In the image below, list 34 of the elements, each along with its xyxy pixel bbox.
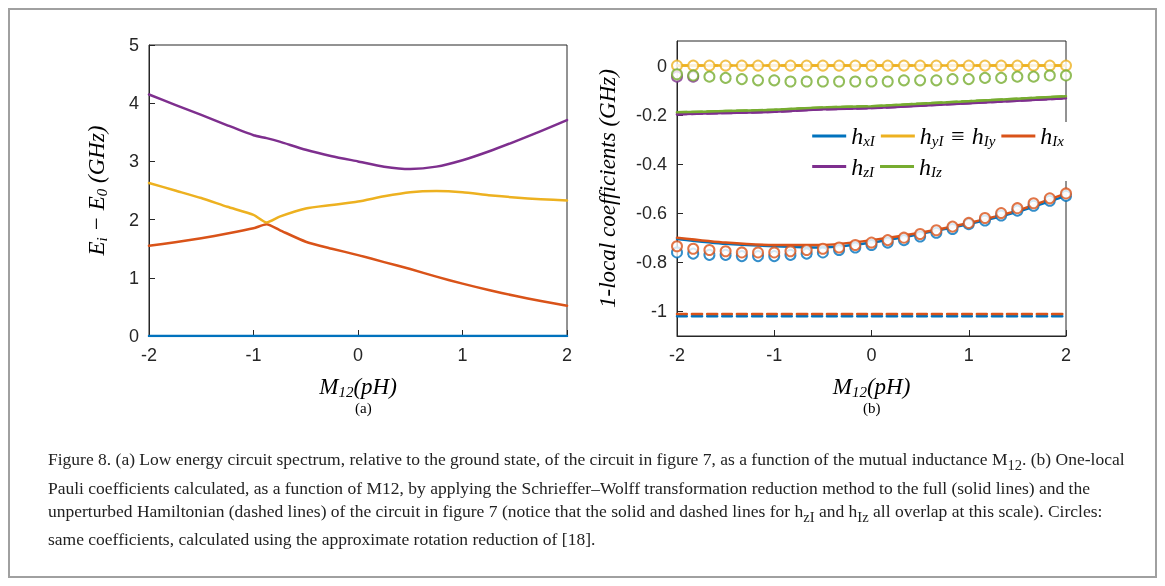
x-tick-label: -2	[668, 345, 686, 365]
y-tick-label: 0	[656, 55, 667, 76]
x-tick-label: 2	[561, 345, 573, 365]
x-tick-label: 0	[866, 345, 877, 365]
y-tick-label: 0	[128, 326, 139, 346]
legend-label: hIz	[919, 153, 943, 180]
y-tick-label: 3	[128, 151, 139, 172]
x-tick-label: -1	[766, 345, 783, 365]
x-axis-title: M12(pH)	[831, 374, 911, 400]
y-axis-title: 1-local coefficients (GHz)	[595, 69, 620, 308]
y-tick-label: -0.6	[635, 203, 667, 224]
y-tick-label: 1	[128, 267, 139, 288]
y-tick-label: 5	[128, 35, 139, 55]
y-tick-label: 4	[128, 93, 139, 114]
x-tick-label: -1	[245, 345, 262, 365]
legend-label: hzI	[851, 153, 876, 180]
y-tick-label: -1	[650, 301, 667, 322]
x-tick-label: 1	[963, 345, 974, 365]
y-tick-label: -0.8	[635, 252, 667, 273]
legend-label: hxI	[851, 123, 876, 149]
legend-label: hIx	[1040, 123, 1065, 149]
text: (a)	[355, 399, 372, 417]
text: (b)	[863, 399, 881, 417]
y-axis-title: Ei − E0 (GHz)	[84, 125, 110, 257]
y-tick-label: 2	[128, 209, 139, 230]
x-axis-title: M12(pH)	[318, 374, 397, 400]
text: Figure 8. (a) Low energy circuit spectrum, relative to the ground state, of the circuit in figure 7, as a function of the mutual inductance M$_{12}$. (b) One-local Pauli coefficients calculated, as a function of M12, by applying the Schrieffer–Wolff transformation reduction method to the full (solid lines) and the unperturbed Hamiltonian (dashed lines) of the circuit in figure 7 (notice that the solid and dashed lines for h$_{zI}$ and h$_{Iz}$ all overlap at this scale). Circles: same coefficients, calculated using the approximate rotation reduction of [18].	[48, 449, 1125, 549]
legend-label: hyI ≡ hIy	[919, 123, 996, 149]
y-tick-label: -0.4	[635, 153, 667, 174]
x-tick-label: 0	[352, 345, 364, 365]
x-tick-label: 1	[457, 345, 468, 365]
y-tick-label: -0.2	[635, 104, 667, 125]
x-tick-label: 2	[1060, 345, 1072, 365]
x-tick-label: -2	[140, 345, 158, 365]
